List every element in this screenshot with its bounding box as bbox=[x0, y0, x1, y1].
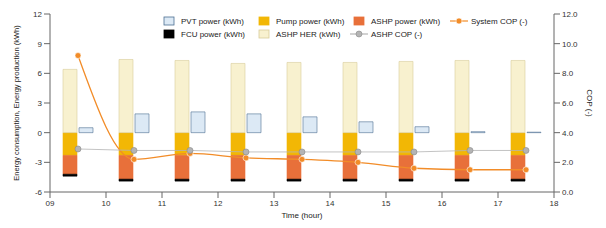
svg-text:0.0: 0.0 bbox=[562, 188, 574, 197]
svg-text:17: 17 bbox=[494, 199, 503, 208]
svg-text:3: 3 bbox=[38, 99, 43, 108]
svg-text:11: 11 bbox=[158, 199, 167, 208]
svg-text:Time (hour): Time (hour) bbox=[281, 211, 322, 220]
svg-text:6.0: 6.0 bbox=[562, 99, 574, 108]
svg-text:COP (-): COP (-) bbox=[585, 89, 594, 117]
svg-text:Energy consumption, Energy pro: Energy consumption, Energy production (k… bbox=[12, 25, 21, 181]
svg-text:12: 12 bbox=[214, 199, 223, 208]
svg-text:12.0: 12.0 bbox=[562, 10, 578, 19]
svg-text:16: 16 bbox=[438, 199, 447, 208]
svg-text:12: 12 bbox=[33, 10, 42, 19]
svg-text:10.0: 10.0 bbox=[562, 40, 578, 49]
html-text:System COP (-): System COP (-) bbox=[471, 16, 528, 26]
html-text:FCU power (kWh): FCU power (kWh) bbox=[181, 29, 245, 39]
svg-text:15: 15 bbox=[382, 199, 391, 208]
html-text:Pump power (kWh): Pump power (kWh) bbox=[276, 16, 345, 26]
html-text:ASHP COP (-): ASHP COP (-) bbox=[371, 29, 423, 39]
svg-text:-6: -6 bbox=[35, 188, 43, 197]
svg-text:0: 0 bbox=[38, 129, 43, 138]
svg-text:9: 9 bbox=[38, 40, 43, 49]
svg-text:-3: -3 bbox=[35, 158, 43, 167]
svg-text:13: 13 bbox=[270, 199, 279, 208]
svg-text:4.0: 4.0 bbox=[562, 129, 574, 138]
svg-text:10: 10 bbox=[102, 199, 111, 208]
svg-text:8.0: 8.0 bbox=[562, 69, 574, 78]
svg-text:14: 14 bbox=[326, 199, 335, 208]
svg-text:6: 6 bbox=[38, 69, 43, 78]
svg-text:09: 09 bbox=[46, 199, 55, 208]
svg-text:18: 18 bbox=[550, 199, 559, 208]
html-text:ASHP HER (kWh): ASHP HER (kWh) bbox=[276, 29, 341, 39]
svg-text:2.0: 2.0 bbox=[562, 158, 574, 167]
html-text:PVT power (kWh): PVT power (kWh) bbox=[181, 16, 244, 26]
html-text:ASHP power (kWh): ASHP power (kWh) bbox=[371, 16, 441, 26]
